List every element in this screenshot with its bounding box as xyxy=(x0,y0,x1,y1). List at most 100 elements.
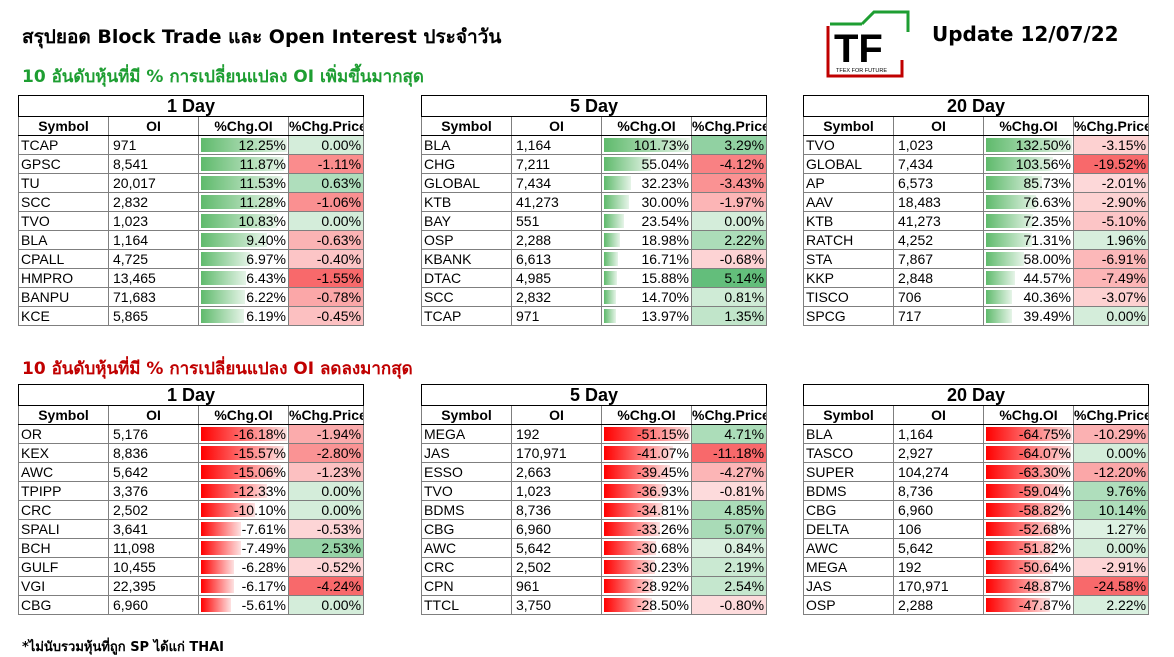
symbol-cell: AP xyxy=(803,173,894,193)
table-row: DTAC 4,985 15.88% 5.14% xyxy=(421,268,768,288)
chg-price-cell: 0.00% xyxy=(690,211,768,231)
symbol-cell: KCE xyxy=(18,306,109,326)
chg-oi-value: -6.17% xyxy=(241,578,286,594)
chg-oi-value: 44.57% xyxy=(1023,270,1071,286)
footnote: *ไม่นับรวมหุ้นที่ถูก SP ได้แก่ THAI xyxy=(22,640,225,655)
symbol-cell: AAV xyxy=(803,192,894,212)
chg-oi-cell: -39.45% xyxy=(601,462,692,482)
symbol-cell: TVO xyxy=(421,481,512,501)
table-row: GLOBAL 7,434 32.23% -3.43% xyxy=(421,173,768,193)
chg-oi-cell: -7.61% xyxy=(198,519,289,539)
oi-cell: 2,288 xyxy=(511,230,602,250)
chg-oi-cell: -30.68% xyxy=(601,538,692,558)
symbol-cell: GPSC xyxy=(18,154,109,174)
chg-oi-value: 11.87% xyxy=(239,156,286,172)
oi-change-bar-negative xyxy=(201,427,287,441)
table-row: TCAP 971 12.25% 0.00% xyxy=(18,135,365,155)
symbol-column-header: Symbol xyxy=(803,116,894,136)
oi-change-bar-negative xyxy=(604,484,666,498)
chg-oi-value: -30.23% xyxy=(636,559,689,575)
oi-cell: 1,164 xyxy=(511,135,602,155)
chg-price-cell: 0.84% xyxy=(690,538,768,558)
chg-oi-cell: 11.87% xyxy=(198,154,289,174)
table-row: KTB 41,273 72.35% -5.10% xyxy=(803,211,1150,231)
oi-cell: 2,288 xyxy=(893,595,984,615)
chg-oi-cell: -10.10% xyxy=(198,500,289,520)
chg-oi-cell: 6.97% xyxy=(198,249,289,269)
symbol-cell: BANPU xyxy=(18,287,109,307)
oi-change-bar-positive xyxy=(604,157,651,171)
chg-price-cell: -11.18% xyxy=(690,443,768,463)
chg-price-cell: -24.58% xyxy=(1072,576,1150,596)
oi-change-bar-negative xyxy=(986,541,1055,555)
oi-change-bar-positive xyxy=(604,195,629,209)
oi-cell: 2,832 xyxy=(108,192,199,212)
chg-oi-cell: 32.23% xyxy=(601,173,692,193)
symbol-cell: BLA xyxy=(18,230,109,250)
table-row: SPALI 3,641 -7.61% -0.53% xyxy=(18,519,365,539)
chg-oi-value: 40.36% xyxy=(1023,289,1071,305)
oi-cell: 6,960 xyxy=(108,595,199,615)
chg-oi-value: -5.61% xyxy=(241,597,286,613)
chg-price-cell: -0.80% xyxy=(690,595,768,615)
oi-cell: 3,376 xyxy=(108,481,199,501)
decrease-table-1day: 1 Day Symbol OI %Chg.OI %Chg.Price OR 5,176 -16… xyxy=(17,384,365,615)
oi-cell: 6,573 xyxy=(893,173,984,193)
table-row: OR 5,176 -16.18% -1.94% xyxy=(18,424,365,444)
chg-oi-value: 101.73% xyxy=(633,137,689,153)
chg-price-cell: -2.01% xyxy=(1072,173,1150,193)
table-row: TASCO 2,927 -64.07% 0.00% xyxy=(803,443,1150,463)
oi-cell: 2,502 xyxy=(511,557,602,577)
chg-oi-value: 9.40% xyxy=(246,232,286,248)
chg-oi-value: -7.61% xyxy=(241,521,286,537)
oi-cell: 2,832 xyxy=(511,287,602,307)
chg-oi-value: 58.00% xyxy=(1023,251,1071,267)
chg-oi-cell: -6.28% xyxy=(198,557,289,577)
oi-cell: 2,502 xyxy=(108,500,199,520)
oi-cell: 8,541 xyxy=(108,154,199,174)
chg-price-cell: -4.24% xyxy=(287,576,365,596)
oi-cell: 18,483 xyxy=(893,192,984,212)
chg-oi-cell: 44.57% xyxy=(983,268,1074,288)
chg-oi-cell: -63.30% xyxy=(983,462,1074,482)
symbol-cell: CRC xyxy=(18,500,109,520)
oi-cell: 717 xyxy=(893,306,984,326)
chg-price-column-header: %Chg.Price xyxy=(287,116,365,136)
chg-price-cell: -19.52% xyxy=(1072,154,1150,174)
chg-price-cell: -3.43% xyxy=(690,173,768,193)
symbol-cell: TISCO xyxy=(803,287,894,307)
oi-cell: 192 xyxy=(893,557,984,577)
oi-change-bar-positive xyxy=(604,214,624,228)
oi-change-bar-negative xyxy=(986,465,1070,479)
oi-change-bar-negative xyxy=(986,427,1072,441)
decrease-section-title: 10 อันดับหุ้นที่มี % การเปลี่ยนแปลง OI ล… xyxy=(22,359,413,379)
chg-oi-value: 103.56% xyxy=(1015,156,1071,172)
table-row: BAY 551 23.54% 0.00% xyxy=(421,211,768,231)
table-column-headers: Symbol OI %Chg.OI %Chg.Price xyxy=(18,116,365,136)
table-row: CRC 2,502 -30.23% 2.19% xyxy=(421,557,768,577)
oi-change-bar-negative xyxy=(604,579,653,593)
table-row: TTCL 3,750 -28.50% -0.80% xyxy=(421,595,768,615)
chg-oi-cell: 76.63% xyxy=(983,192,1074,212)
oi-cell: 971 xyxy=(108,135,199,155)
chg-oi-cell: 15.88% xyxy=(601,268,692,288)
symbol-cell: KKP xyxy=(803,268,894,288)
symbol-cell: AWC xyxy=(803,538,894,558)
chg-oi-value: 6.43% xyxy=(246,270,286,286)
chg-price-cell: 2.53% xyxy=(287,538,365,558)
table-row: AWC 5,642 -30.68% 0.84% xyxy=(421,538,768,558)
table-row: BCH 11,098 -7.49% 2.53% xyxy=(18,538,365,558)
oi-cell: 8,736 xyxy=(511,500,602,520)
chg-oi-cell: -28.50% xyxy=(601,595,692,615)
oi-cell: 4,725 xyxy=(108,249,199,269)
oi-change-bar-positive xyxy=(201,138,287,152)
chg-price-cell: 1.96% xyxy=(1072,230,1150,250)
table-row: RATCH 4,252 71.31% 1.96% xyxy=(803,230,1150,250)
table-row: BLA 1,164 -64.75% -10.29% xyxy=(803,424,1150,444)
oi-cell: 41,273 xyxy=(511,192,602,212)
decrease-table-5day: 5 Day Symbol OI %Chg.OI %Chg.Price MEGA 192 -51… xyxy=(420,384,768,615)
table-column-headers: Symbol OI %Chg.OI %Chg.Price xyxy=(421,116,768,136)
table-row: MEGA 192 -51.15% 4.71% xyxy=(421,424,768,444)
oi-change-bar-negative xyxy=(986,579,1051,593)
chg-oi-value: 30.00% xyxy=(641,194,689,210)
